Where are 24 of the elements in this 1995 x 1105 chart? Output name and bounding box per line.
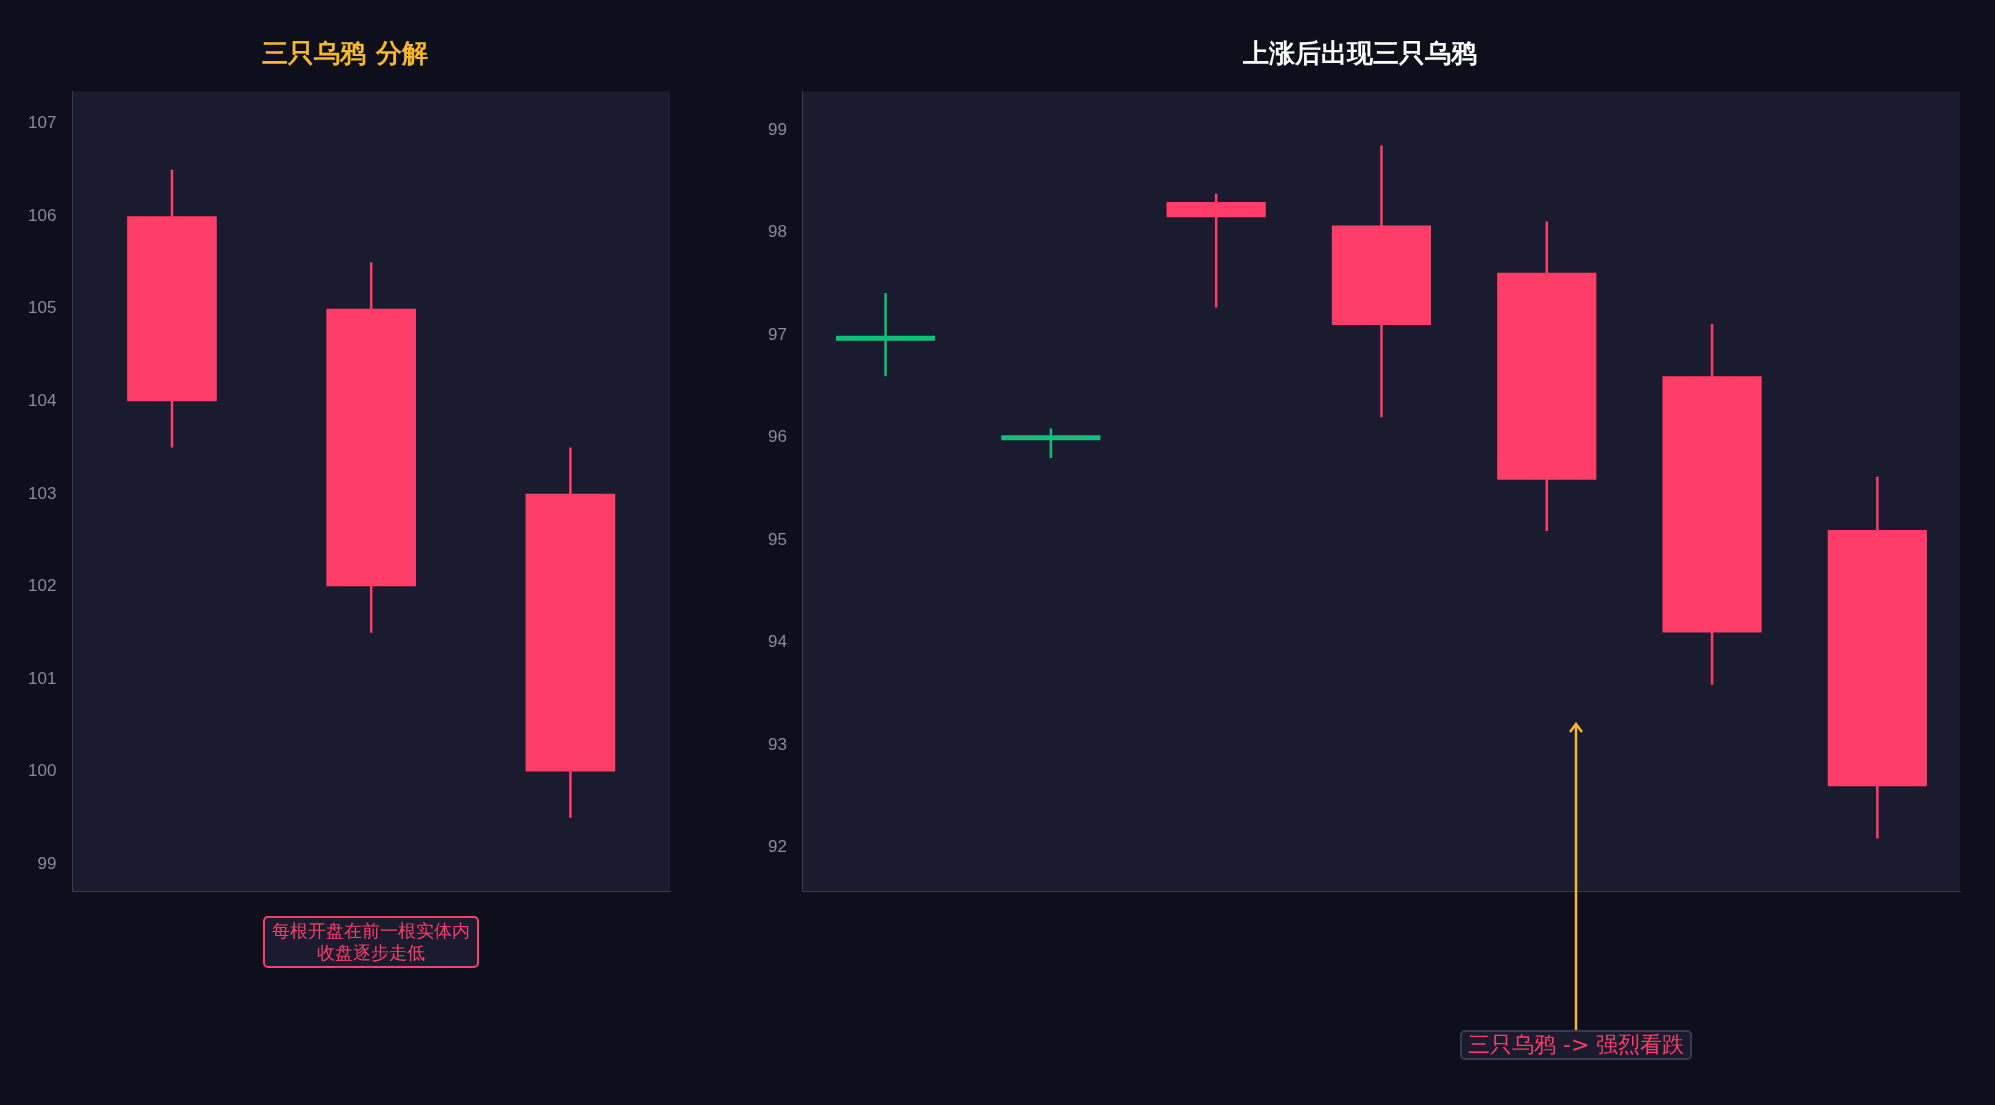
text: 每根开盘在前一根实体内收盘逐步走低 [263,916,479,968]
y-tick-label: 105 [27,298,57,318]
candlestick [1166,192,1266,309]
y-tick-label: 93 [767,734,787,754]
y-tick-label: 100 [27,761,57,781]
y-tick-label: 94 [767,632,787,652]
chart-title: 三只乌鸦 分解 [262,38,428,69]
y-tick-label: 103 [27,483,57,503]
y-tick-label: 98 [767,222,787,242]
y-tick-label: 99 [37,853,57,873]
y-tick-label: 104 [27,390,57,410]
y-tick-label: 107 [27,113,57,133]
candlestick [1001,427,1101,460]
text: 三只乌鸦 -> 强烈看跌 [1460,1030,1693,1060]
candlestick [835,291,936,378]
y-tick-label: 96 [767,427,787,447]
y-tick-label: 95 [767,529,787,549]
y-tick-label: 92 [767,837,787,857]
y-tick-label: 99 [767,119,787,139]
chart-title: 上涨后出现三只乌鸦 [1242,38,1477,69]
y-tick-label: 101 [27,668,57,688]
y-tick-label: 102 [27,576,57,596]
y-tick-label: 97 [767,324,787,344]
y-tick-label: 106 [27,205,57,225]
